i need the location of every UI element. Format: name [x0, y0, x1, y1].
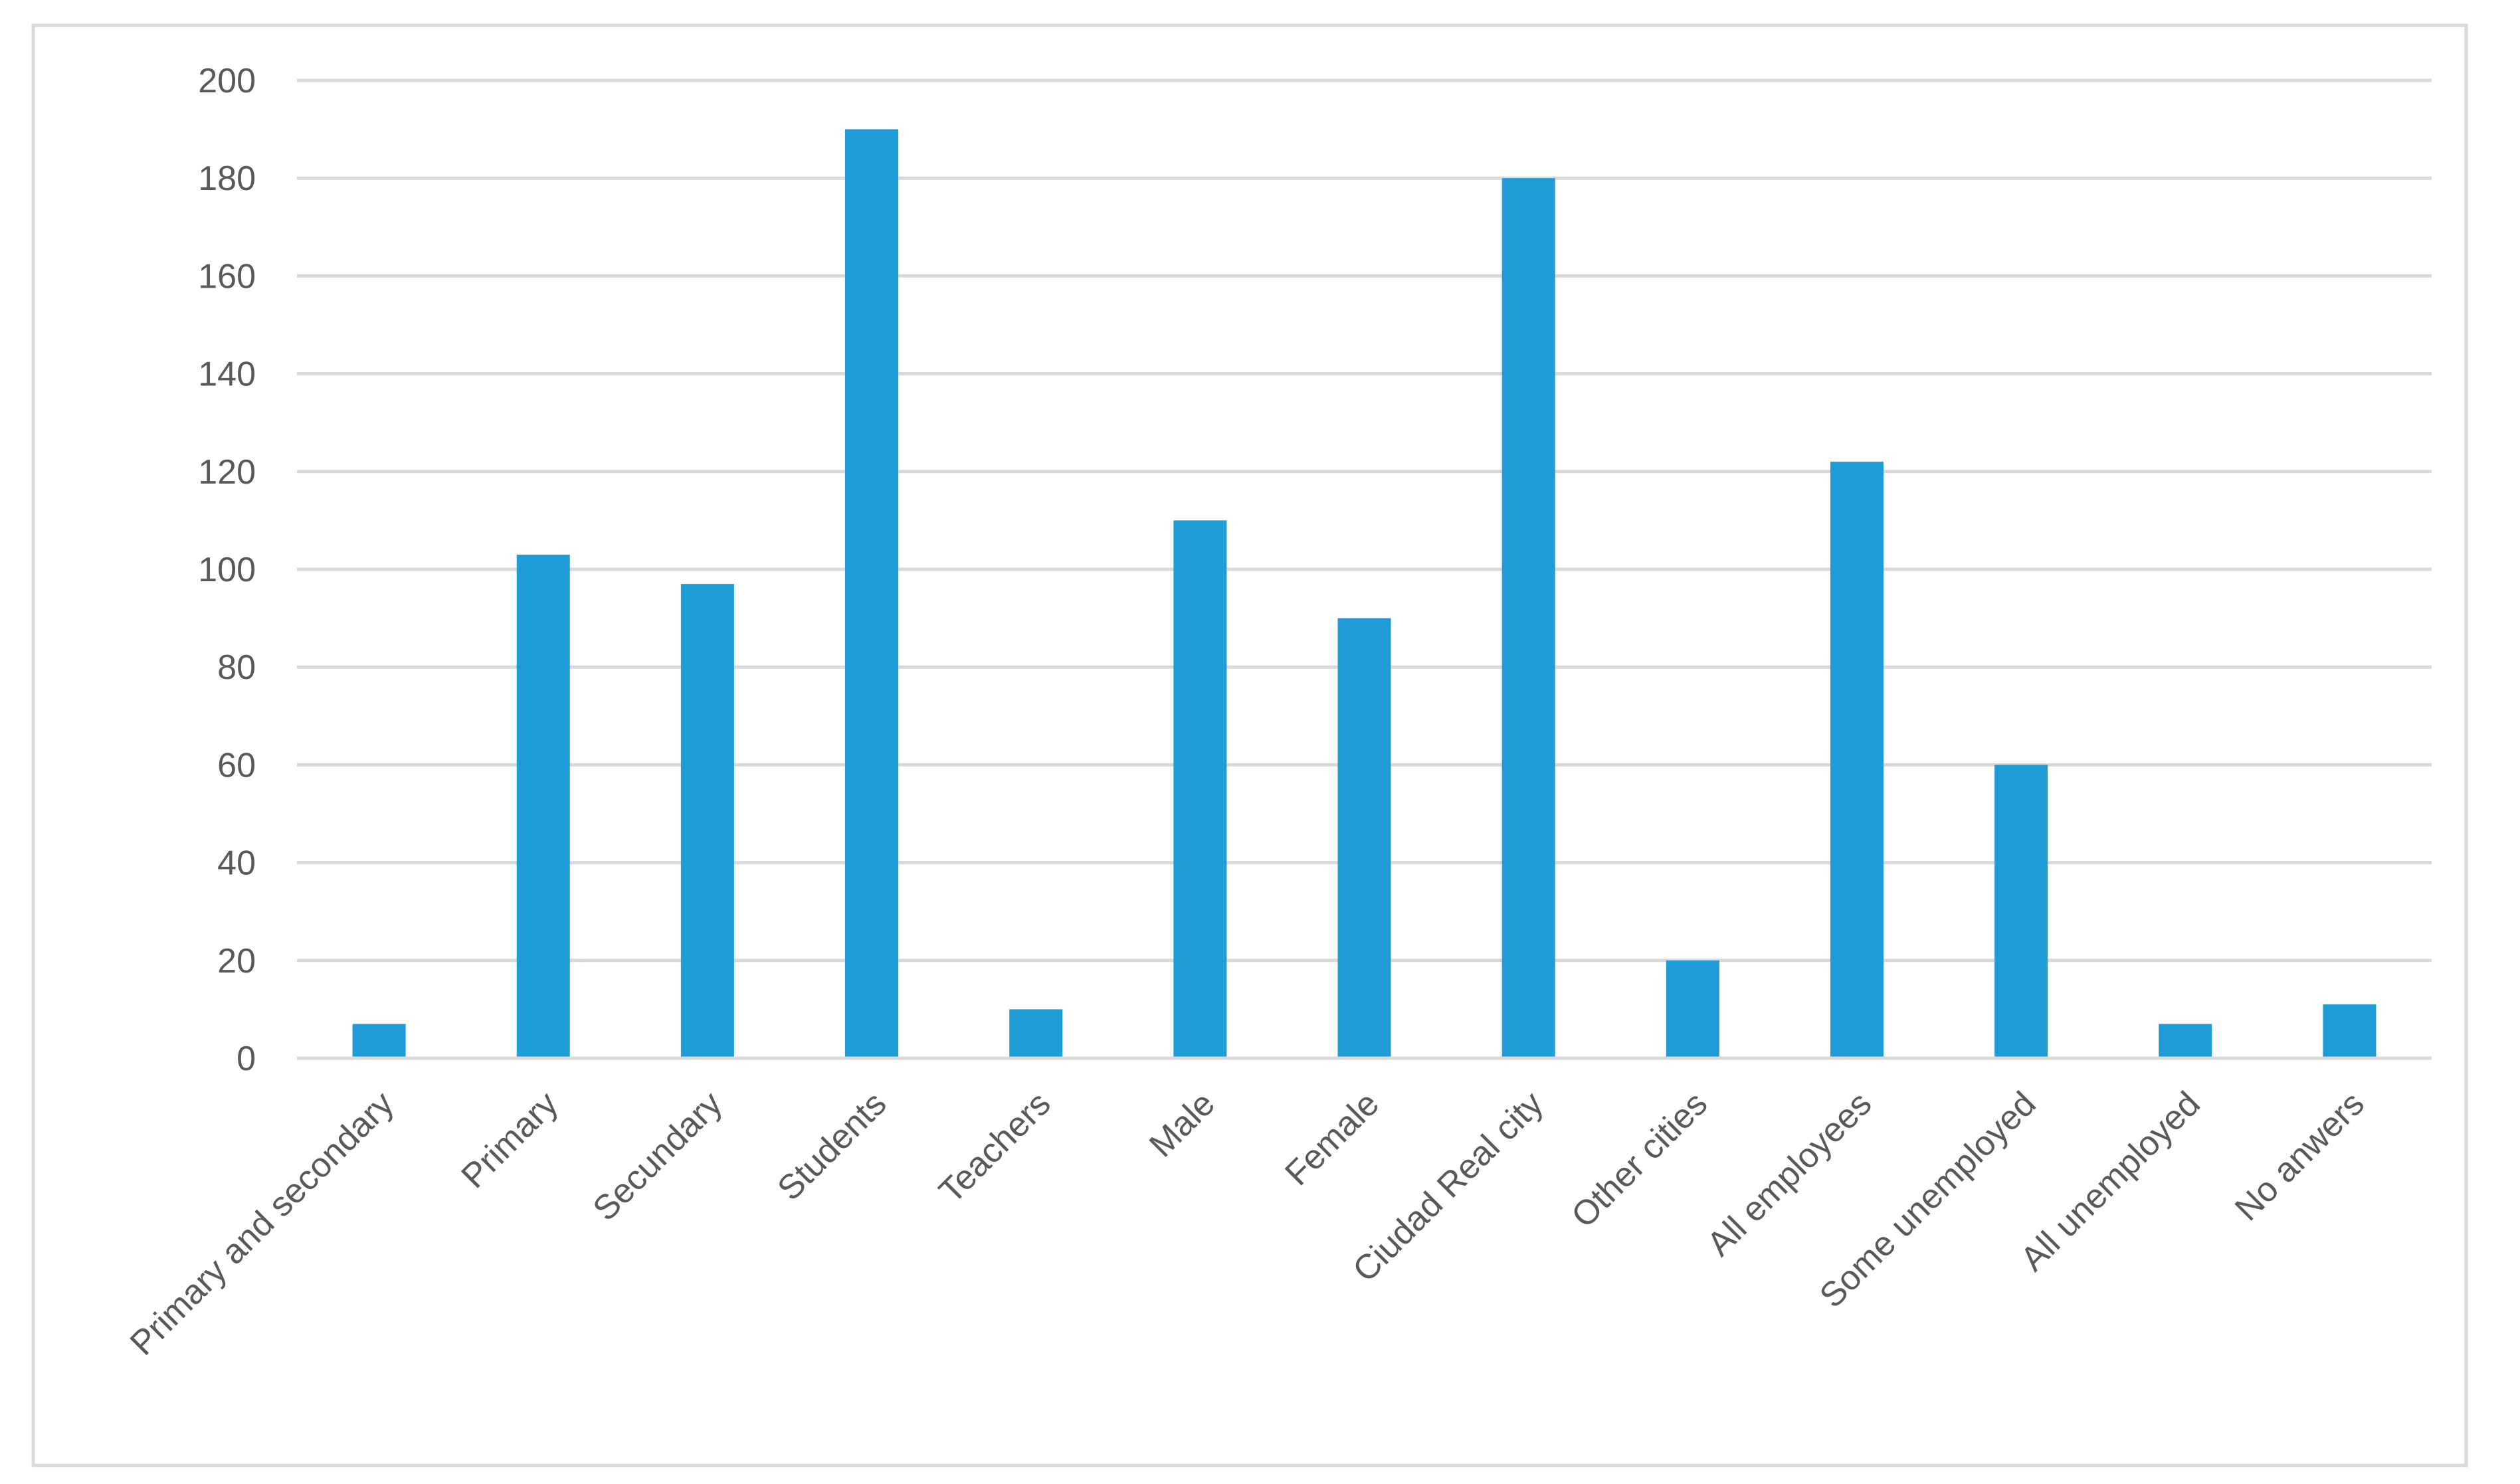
- y-tick-label: 180: [198, 159, 256, 198]
- bars: [352, 129, 2376, 1059]
- y-tick-label: 140: [198, 355, 256, 394]
- bar: [2159, 1024, 2212, 1058]
- bar: [1830, 462, 1884, 1058]
- bar: [1666, 960, 1719, 1058]
- y-tick-label: 20: [217, 942, 256, 980]
- y-tick-label: 200: [198, 62, 256, 100]
- bar: [2323, 1004, 2376, 1058]
- bar: [1337, 618, 1391, 1058]
- y-tick-label: 80: [217, 648, 256, 687]
- chart-border: [31, 23, 2468, 1467]
- bar: [1502, 178, 1555, 1059]
- y-tick-label: 0: [237, 1040, 256, 1078]
- gridlines: [297, 78, 2432, 963]
- bar: [352, 1024, 406, 1058]
- y-tick-label: 160: [198, 257, 256, 296]
- y-tick-label: 40: [217, 844, 256, 883]
- bar: [845, 129, 899, 1059]
- bar: [1173, 520, 1227, 1058]
- y-axis-ticks: 0 20 40 60 80 100 120 140 160 180 200: [198, 62, 256, 1078]
- bar: [680, 584, 734, 1058]
- bar: [1009, 1009, 1063, 1058]
- bar: [1994, 765, 2048, 1058]
- y-tick-label: 60: [217, 746, 256, 785]
- y-tick-label: 100: [198, 551, 256, 589]
- bar: [516, 554, 570, 1058]
- y-tick-label: 120: [198, 453, 256, 492]
